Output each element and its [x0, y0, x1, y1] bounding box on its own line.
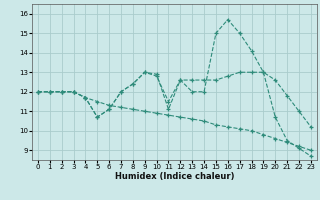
X-axis label: Humidex (Indice chaleur): Humidex (Indice chaleur): [115, 172, 234, 181]
